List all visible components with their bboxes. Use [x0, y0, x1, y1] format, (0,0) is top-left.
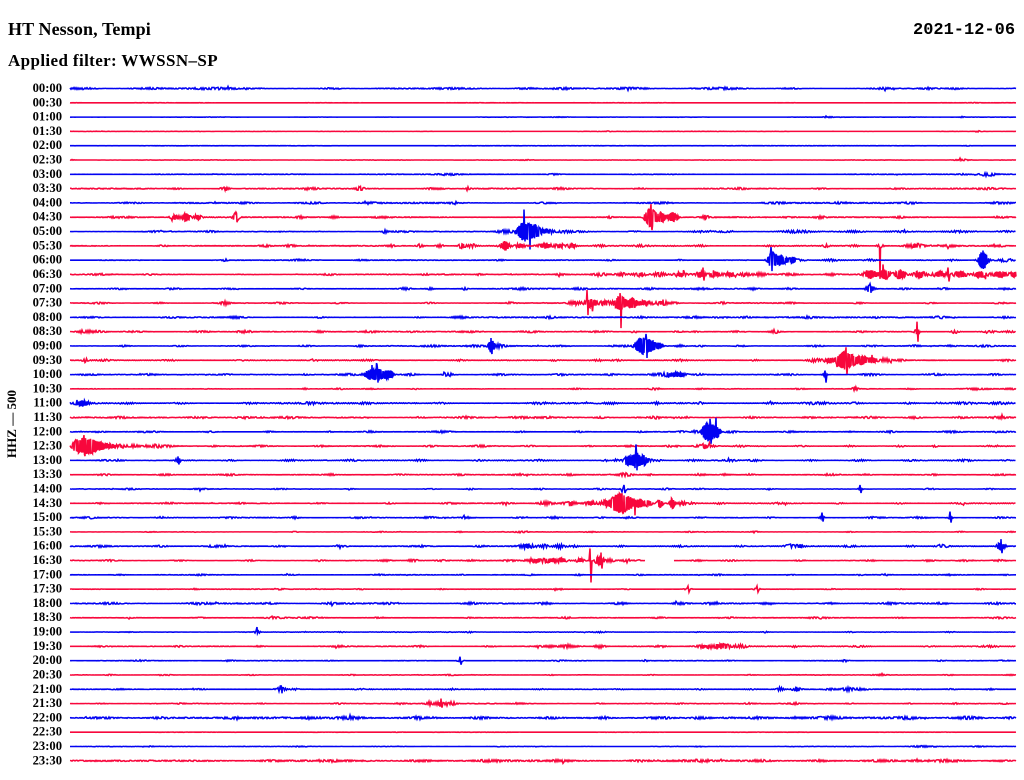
svg-text:22:30: 22:30: [33, 725, 62, 739]
svg-text:06:30: 06:30: [33, 267, 62, 281]
svg-text:19:00: 19:00: [33, 625, 62, 639]
svg-text:17:00: 17:00: [33, 567, 62, 581]
svg-text:07:00: 07:00: [33, 281, 62, 295]
svg-text:04:00: 04:00: [33, 195, 62, 209]
svg-text:05:00: 05:00: [33, 224, 62, 238]
svg-text:20:00: 20:00: [33, 653, 62, 667]
svg-text:12:00: 12:00: [33, 424, 62, 438]
svg-text:04:30: 04:30: [33, 210, 62, 224]
svg-text:08:00: 08:00: [33, 310, 62, 324]
svg-text:20:30: 20:30: [33, 668, 62, 682]
svg-text:16:00: 16:00: [33, 539, 62, 553]
svg-text:00:00: 00:00: [33, 81, 62, 95]
svg-text:05:30: 05:30: [33, 238, 62, 252]
svg-text:12:30: 12:30: [33, 439, 62, 453]
svg-text:23:00: 23:00: [33, 739, 62, 753]
svg-text:21:30: 21:30: [33, 696, 62, 710]
svg-text:09:00: 09:00: [33, 339, 62, 353]
svg-text:00:30: 00:30: [33, 95, 62, 109]
svg-text:23:30: 23:30: [33, 753, 62, 767]
svg-text:22:00: 22:00: [33, 710, 62, 724]
svg-text:06:00: 06:00: [33, 253, 62, 267]
svg-text:18:00: 18:00: [33, 596, 62, 610]
svg-text:14:00: 14:00: [33, 482, 62, 496]
svg-text:02:30: 02:30: [33, 153, 62, 167]
svg-text:02:00: 02:00: [33, 138, 62, 152]
svg-text:09:30: 09:30: [33, 353, 62, 367]
svg-text:11:30: 11:30: [33, 410, 62, 424]
svg-text:11:00: 11:00: [33, 396, 62, 410]
svg-text:15:30: 15:30: [33, 524, 62, 538]
svg-text:03:00: 03:00: [33, 167, 62, 181]
svg-text:01:00: 01:00: [33, 110, 62, 124]
svg-text:13:30: 13:30: [33, 467, 62, 481]
svg-text:16:30: 16:30: [33, 553, 62, 567]
svg-text:03:30: 03:30: [33, 181, 62, 195]
svg-text:17:30: 17:30: [33, 582, 62, 596]
svg-text:14:30: 14:30: [33, 496, 62, 510]
svg-text:10:00: 10:00: [33, 367, 62, 381]
svg-text:21:00: 21:00: [33, 682, 62, 696]
svg-text:10:30: 10:30: [33, 381, 62, 395]
svg-text:08:30: 08:30: [33, 324, 62, 338]
svg-text:15:00: 15:00: [33, 510, 62, 524]
svg-text:18:30: 18:30: [33, 610, 62, 624]
svg-text:01:30: 01:30: [33, 124, 62, 138]
svg-text:07:30: 07:30: [33, 296, 62, 310]
svg-text:19:30: 19:30: [33, 639, 62, 653]
svg-text:13:00: 13:00: [33, 453, 62, 467]
